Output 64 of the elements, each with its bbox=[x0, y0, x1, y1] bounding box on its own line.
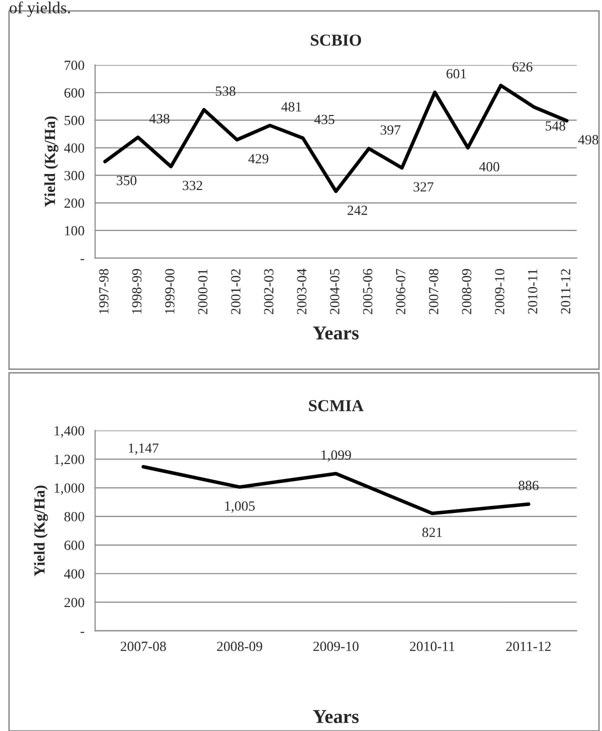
y-tick-label: 600 bbox=[64, 540, 84, 550]
data-label: 332 bbox=[182, 180, 202, 190]
y-tick-label: 200 bbox=[64, 598, 84, 608]
chart-title: SCBIO bbox=[310, 34, 362, 46]
x-tick-label: 2007-08 bbox=[428, 268, 438, 314]
x-axis-title: Years bbox=[313, 710, 359, 724]
x-tick-label: 2008-09 bbox=[462, 269, 472, 314]
data-label: 481 bbox=[281, 102, 302, 112]
y-tick-label: 400 bbox=[64, 143, 84, 153]
y-tick-label: 100 bbox=[65, 226, 84, 236]
x-tick-label: 1997-98 bbox=[99, 268, 108, 314]
y-tick-label: 500 bbox=[64, 116, 84, 126]
y-tick-label: - bbox=[80, 632, 84, 633]
x-tick-label: 2011-12 bbox=[560, 269, 570, 314]
x-tick-label: 2006-07 bbox=[396, 268, 406, 314]
line-series bbox=[103, 84, 569, 194]
y-tick-label: 200 bbox=[64, 198, 84, 208]
data-label: 350 bbox=[116, 176, 136, 186]
y-tick-label: 300 bbox=[64, 170, 84, 180]
y-axis-title: Yield (Kg/Ha) bbox=[34, 486, 48, 576]
x-tick-label: 2005-06 bbox=[363, 268, 372, 314]
x-tick-label: 2009-10 bbox=[494, 268, 504, 314]
x-axis-title: Years bbox=[313, 326, 359, 340]
data-label: 438 bbox=[149, 114, 170, 124]
data-label: 242 bbox=[348, 206, 368, 215]
x-tick-label: 2003-04 bbox=[297, 268, 306, 314]
data-label: 1,005 bbox=[225, 501, 255, 513]
x-tick-label: 2004-05 bbox=[330, 269, 340, 314]
data-label: 400 bbox=[479, 162, 500, 172]
data-label: 498 bbox=[578, 135, 598, 144]
x-tick-label: 1998-99 bbox=[132, 269, 142, 314]
x-tick-label: 1999-00 bbox=[165, 268, 174, 314]
x-tick-label: 2010-11 bbox=[528, 269, 538, 314]
x-tick-label: 2008-09 bbox=[217, 642, 262, 652]
x-tick-label: 2000-01 bbox=[198, 269, 208, 314]
x-tick-label: 2001-02 bbox=[231, 269, 240, 314]
data-label: 327 bbox=[414, 182, 434, 192]
y-axis-title: Yield (Kg/Ha) bbox=[44, 116, 58, 208]
data-label: 538 bbox=[216, 86, 236, 96]
y-tick-label: 1,000 bbox=[54, 483, 84, 495]
data-label: 1,099 bbox=[322, 450, 351, 462]
chart-title: SCMIA bbox=[309, 400, 364, 412]
text: of yields. bbox=[10, 1, 70, 17]
x-tick-label: 2002-03 bbox=[264, 269, 274, 314]
x-tick-label: 2007-08 bbox=[120, 642, 166, 652]
data-label: 821 bbox=[422, 528, 442, 538]
data-label: 548 bbox=[546, 121, 566, 131]
y-tick-label: 700 bbox=[64, 60, 84, 70]
x-tick-label: 2010-11 bbox=[410, 642, 454, 652]
data-label: 1,147 bbox=[128, 444, 158, 455]
y-tick-label: 800 bbox=[64, 512, 84, 522]
y-tick-label: 600 bbox=[64, 88, 84, 98]
y-tick-label: 1,400 bbox=[54, 426, 84, 438]
data-label: 626 bbox=[512, 62, 532, 72]
y-tick-label: 400 bbox=[64, 569, 84, 579]
x-tick-label: 2011-12 bbox=[506, 642, 551, 652]
y-tick-label: 1,200 bbox=[54, 454, 84, 466]
data-label: 601 bbox=[446, 69, 466, 78]
y-tick-label: - bbox=[80, 259, 84, 260]
x-tick-label: 2009-10 bbox=[313, 642, 359, 652]
data-label: 886 bbox=[518, 480, 539, 490]
data-label: 397 bbox=[380, 125, 400, 135]
data-label: 435 bbox=[314, 114, 334, 124]
data-label: 429 bbox=[248, 154, 268, 164]
